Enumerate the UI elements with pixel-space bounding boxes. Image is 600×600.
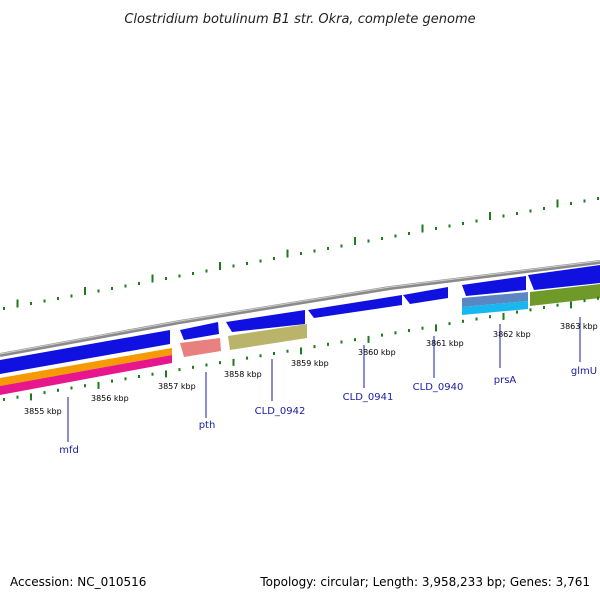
- gene-label[interactable]: CLD_0941: [343, 392, 394, 403]
- topology-text: Topology: circular; Length: 3,958,233 bp…: [259, 575, 590, 589]
- gene-arrow-pth[interactable]: [180, 322, 219, 340]
- gene-arrow-cld0942[interactable]: [226, 310, 305, 332]
- olive-gene-glmu[interactable]: [530, 284, 600, 306]
- gene-arrow-cld0940[interactable]: [403, 287, 448, 304]
- orange-track: [0, 348, 172, 386]
- gene-labels: mfd pth CLD_0942 CLD_0941 CLD_0940 prsA glmU: [59, 366, 597, 456]
- pink-track: [0, 355, 172, 395]
- feature-tracks: [0, 260, 600, 395]
- gene-label[interactable]: CLD_0940: [413, 382, 464, 393]
- kbp-label: 3859 kbp: [291, 359, 329, 368]
- gene-label[interactable]: prsA: [494, 375, 517, 386]
- kbp-label: 3861 kbp: [426, 339, 464, 348]
- kbp-label: 3860 kbp: [358, 348, 396, 357]
- kbp-label: 3863 kbp: [560, 322, 598, 331]
- gene-arrow-cld0941[interactable]: [308, 295, 402, 318]
- gene-label[interactable]: CLD_0942: [255, 406, 306, 417]
- accession-text: Accession: NC_010516: [10, 575, 146, 589]
- kbp-label: 3858 kbp: [224, 370, 262, 379]
- gene-leader-lines: [67, 317, 581, 442]
- gene-label[interactable]: glmU: [571, 366, 597, 377]
- cyan-gene-prsa[interactable]: [462, 301, 528, 315]
- gene-arrow-glmu[interactable]: [528, 265, 600, 290]
- gc-content-ticks: [3, 197, 599, 310]
- salmon-gene-pth[interactable]: [180, 338, 221, 357]
- kbp-label: 3856 kbp: [91, 394, 129, 403]
- kbp-scale-labels: 3855 kbp 3856 kbp 3857 kbp 3858 kbp 3859 kbp…: [24, 322, 598, 416]
- khaki-gene-cld0942[interactable]: [228, 324, 307, 350]
- gene-arrow-prsa[interactable]: [462, 276, 526, 296]
- genome-backbone: [0, 260, 600, 357]
- kbp-scale-ticks: [3, 296, 599, 401]
- gene-label[interactable]: mfd: [59, 445, 79, 456]
- kbp-label: 3855 kbp: [24, 407, 62, 416]
- kbp-label: 3857 kbp: [158, 382, 196, 391]
- kbp-label: 3862 kbp: [493, 330, 531, 339]
- genome-backbone-highlight: [0, 260, 600, 355]
- map-title: Clostridium botulinum B1 str. Okra, comp…: [124, 12, 475, 27]
- gene-block-mfd-forward[interactable]: [0, 330, 170, 374]
- steel-gene-prsa[interactable]: [462, 292, 528, 307]
- gene-label[interactable]: pth: [199, 420, 216, 431]
